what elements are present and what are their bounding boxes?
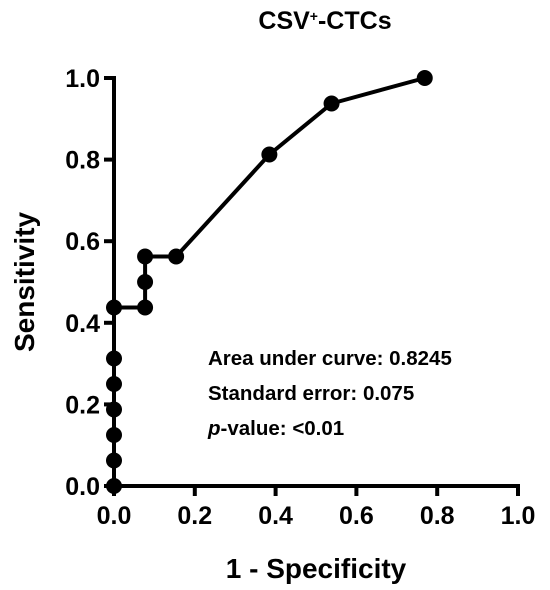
roc-point — [137, 299, 154, 316]
auc-text: Area under curve: 0.8245 — [208, 347, 452, 370]
standard-error-text: Standard error: 0.075 — [208, 382, 414, 405]
x-tick-labels: 0.0 0.2 0.4 0.6 0.8 1.0 — [97, 502, 536, 530]
roc-point — [106, 299, 122, 316]
x-tick-label: 1.0 — [501, 502, 536, 530]
roc-point — [106, 350, 122, 367]
p-value-text: p-value: <0.01 — [207, 417, 344, 440]
roc-point — [106, 376, 122, 392]
x-tick-label: 0.2 — [177, 502, 212, 530]
x-tick-label: 0.4 — [258, 502, 293, 530]
y-tick-label: 0.8 — [65, 147, 100, 175]
roc-series — [106, 70, 433, 494]
stats-annotation: Area under curve: 0.8245 Standard error:… — [207, 347, 452, 440]
y-tick-label: 1.0 — [65, 65, 100, 93]
roc-point — [416, 70, 433, 86]
y-tick-label: 0.4 — [65, 310, 100, 338]
x-tick-label: 0.0 — [97, 502, 132, 530]
roc-point — [168, 248, 185, 265]
roc-point — [137, 248, 154, 265]
roc-point — [323, 95, 340, 112]
roc-point — [106, 478, 122, 494]
x-tick-label: 0.6 — [339, 502, 374, 530]
y-tick-labels: 0.0 0.2 0.4 0.6 0.8 1.0 — [65, 65, 100, 501]
roc-point — [137, 274, 154, 290]
y-tick-label: 0.2 — [65, 391, 100, 419]
x-axis-label: 1 - Specificity — [226, 553, 407, 584]
roc-point — [106, 401, 122, 418]
y-tick-label: 0.0 — [65, 473, 100, 501]
roc-point — [106, 427, 122, 443]
x-tick-label: 0.8 — [420, 502, 455, 530]
roc-point — [106, 452, 122, 469]
roc-point — [261, 146, 278, 163]
chart-title: CSV+-CTCs — [258, 7, 391, 35]
y-tick-label: 0.6 — [65, 228, 100, 256]
y-axis-label: Sensitivity — [9, 212, 40, 352]
